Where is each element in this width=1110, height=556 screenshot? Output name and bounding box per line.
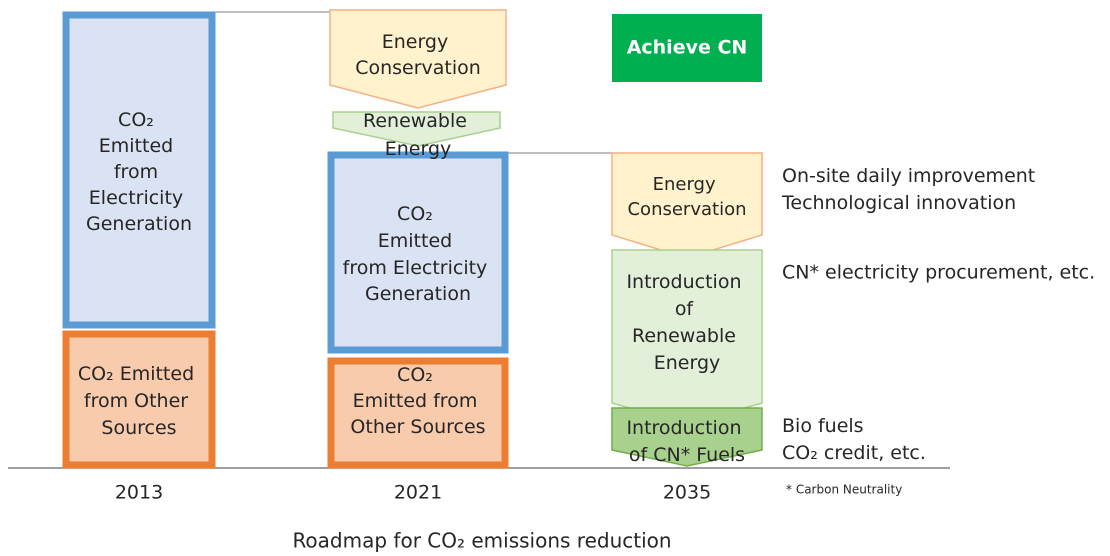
- conservation-arrow: [611, 152, 763, 259]
- conservation-label: Energy Conservation: [627, 174, 746, 220]
- renewable-arrow: [332, 111, 501, 147]
- year: 2021: [394, 482, 442, 504]
- fuels-label: Introduction of CN* Fuels: [626, 417, 747, 466]
- electricity-box: [62, 11, 216, 329]
- goal-box: [612, 14, 762, 82]
- electricity-label: CO₂ Emitted from Electricity Generation: [343, 203, 494, 305]
- note: On-site daily improvement Technological …: [781, 165, 1041, 214]
- other-box: [327, 357, 509, 469]
- electricity-label: CO₂ Emitted from Electricity Generation: [86, 109, 192, 235]
- footnote: * Carbon Neutrality: [786, 483, 902, 497]
- other-label: CO₂ Emitted from Other Sources: [78, 363, 200, 439]
- fuels-arrow: [611, 407, 763, 467]
- note: CN* electricity procurement, etc.: [782, 262, 1095, 284]
- renewable-label: Renewable Energy: [363, 110, 473, 160]
- electricity-box: [327, 151, 509, 354]
- other-box: [62, 330, 216, 469]
- conservation-label: Energy Conservation: [355, 31, 481, 79]
- renewable-label: Introduction of Renewable Energy: [626, 271, 747, 374]
- year: 2035: [663, 482, 711, 504]
- conservation-arrow: [329, 9, 507, 109]
- goal-label: Achieve CN: [627, 37, 748, 59]
- year: 2013: [115, 482, 163, 504]
- caption: Roadmap for CO₂ emissions reduction: [292, 529, 671, 553]
- note: Bio fuels CO₂ credit, etc.: [782, 415, 926, 464]
- other-label: CO₂ Emitted from Other Sources: [350, 364, 485, 438]
